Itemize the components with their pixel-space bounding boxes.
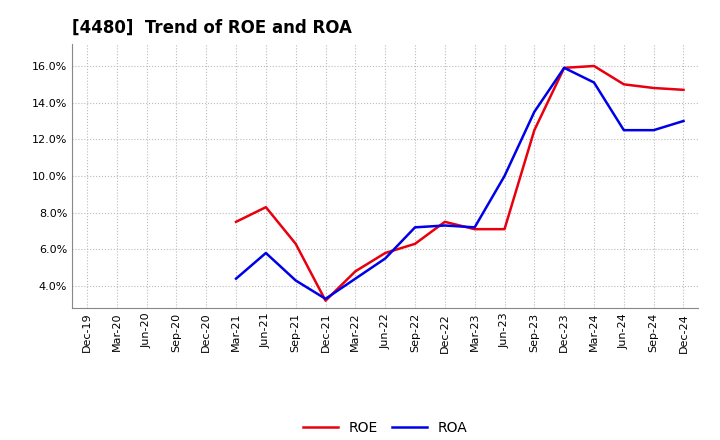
ROE (649, 85, 658, 91)
ROA (441, 223, 449, 228)
ROE (590, 63, 598, 69)
ROE (292, 241, 300, 246)
ROA (351, 276, 360, 281)
ROA (292, 278, 300, 283)
ROE (679, 87, 688, 92)
Line: ROE: ROE (236, 66, 683, 301)
ROA (410, 225, 419, 230)
ROA (619, 128, 628, 133)
ROE (261, 205, 270, 210)
ROA (470, 225, 479, 230)
ROE (410, 241, 419, 246)
ROE (441, 219, 449, 224)
ROE (530, 128, 539, 133)
ROA (321, 296, 330, 301)
ROA (590, 80, 598, 85)
ROE (500, 227, 509, 232)
Legend: ROE, ROA: ROE, ROA (297, 415, 473, 440)
ROA (232, 276, 240, 281)
ROE (470, 227, 479, 232)
ROA (679, 118, 688, 124)
ROA (500, 173, 509, 179)
ROE (232, 219, 240, 224)
ROA (560, 65, 569, 70)
ROE (619, 82, 628, 87)
ROE (560, 65, 569, 70)
ROA (261, 250, 270, 256)
ROA (381, 256, 390, 261)
ROA (649, 128, 658, 133)
ROE (321, 298, 330, 303)
ROA (530, 109, 539, 114)
Text: [4480]  Trend of ROE and ROA: [4480] Trend of ROE and ROA (72, 19, 352, 37)
ROE (381, 250, 390, 256)
ROE (351, 269, 360, 274)
Line: ROA: ROA (236, 68, 683, 299)
